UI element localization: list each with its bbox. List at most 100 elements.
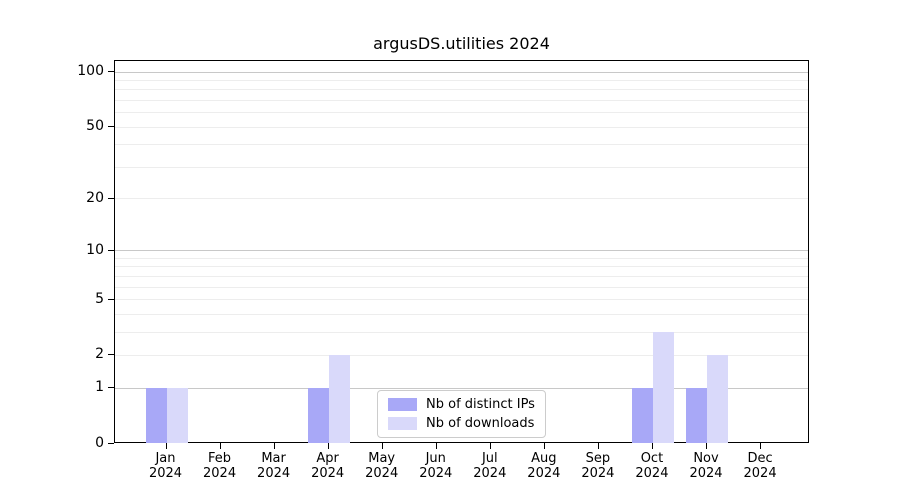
gridline-y-70 <box>115 99 808 101</box>
x-tick-year-aug: 2024 <box>527 466 561 481</box>
gridline-y-major-1 <box>115 387 808 389</box>
gridline-y-7 <box>115 275 808 277</box>
bar-nb-of-downloads-oct <box>652 332 674 443</box>
x-tick-month-sep: Sep <box>585 451 611 466</box>
x-tick-month-dec: Dec <box>747 451 773 466</box>
y-tick-label-50: 50 <box>86 118 104 135</box>
x-tick-year-nov: 2024 <box>689 466 723 481</box>
x-tick-feb <box>219 443 221 449</box>
x-tick-year-jan: 2024 <box>148 466 183 481</box>
y-tick-label-1: 1 <box>95 379 104 396</box>
x-tick-label-aug: Aug 2024 <box>516 451 572 481</box>
gridline-y-major-10 <box>115 250 808 252</box>
gridline-y-3 <box>115 331 808 333</box>
legend-entry-distinct-ips: Nb of distinct IPs <box>388 397 535 412</box>
bar-nb-of-downloads-jan <box>166 388 188 443</box>
x-tick-year-feb: 2024 <box>203 466 237 481</box>
x-tick-label-apr: Apr 2024 <box>300 451 356 481</box>
x-tick-year-jul: 2024 <box>473 466 507 481</box>
x-tick-month-jan: Jan <box>155 451 176 466</box>
x-tick-aug <box>543 443 545 449</box>
y-tick-label-0: 0 <box>95 435 104 451</box>
legend-entry-downloads: Nb of downloads <box>388 416 535 431</box>
y-tick-20 <box>108 197 114 199</box>
gridline-y-6 <box>115 286 808 288</box>
bar-nb-of-distinct-ips-oct <box>631 388 653 443</box>
x-tick-month-jun: Jun <box>425 451 446 466</box>
gridline-y-60 <box>115 112 808 114</box>
bar-nb-of-distinct-ips-apr <box>307 388 329 443</box>
x-tick-year-sep: 2024 <box>581 466 615 481</box>
x-tick-label-sep: Sep 2024 <box>570 451 626 481</box>
x-tick-label-jan: Jan 2024 <box>138 451 194 481</box>
x-tick-label-may: May 2024 <box>354 451 410 481</box>
gridline-y-40 <box>115 144 808 146</box>
y-tick-label-5: 5 <box>95 290 104 307</box>
x-tick-month-feb: Feb <box>208 451 232 466</box>
x-tick-month-oct: Oct <box>640 451 664 466</box>
gridline-y-major-100 <box>115 71 808 73</box>
x-tick-month-jul: Jul <box>481 451 498 466</box>
x-tick-label-dec: Dec 2024 <box>732 451 788 481</box>
gridline-y-8 <box>115 266 808 268</box>
y-tick-label-20: 20 <box>86 189 104 206</box>
y-tick-label-10: 10 <box>86 241 104 258</box>
x-tick-label-nov: Nov 2024 <box>678 451 734 481</box>
gridline-y-30 <box>115 166 808 168</box>
x-tick-year-apr: 2024 <box>311 466 345 481</box>
x-tick-month-mar: Mar <box>261 451 286 466</box>
gridline-y-90 <box>115 79 808 81</box>
gridline-y-80 <box>115 89 808 91</box>
y-tick-label-100: 100 <box>77 63 104 80</box>
bar-nb-of-distinct-ips-jan <box>145 388 167 443</box>
y-tick-label-2: 2 <box>95 346 104 363</box>
gridline-y-20 <box>115 198 808 200</box>
x-tick-mar <box>273 443 275 449</box>
x-tick-dec <box>760 443 762 449</box>
y-tick-1 <box>108 387 114 389</box>
legend-label-downloads: Nb of downloads <box>426 416 535 431</box>
x-tick-jan <box>165 443 167 449</box>
y-tick-2 <box>108 354 114 356</box>
x-tick-label-jul: Jul 2024 <box>462 451 518 481</box>
legend-swatch-distinct-ips-icon <box>388 398 417 411</box>
x-tick-year-mar: 2024 <box>257 466 291 481</box>
x-tick-year-dec: 2024 <box>743 466 777 481</box>
y-tick-100 <box>108 71 114 73</box>
x-tick-year-jun: 2024 <box>419 466 453 481</box>
x-tick-month-apr: Apr <box>316 451 339 466</box>
bar-nb-of-downloads-apr <box>328 355 350 443</box>
gridline-y-2 <box>115 354 808 356</box>
bar-nb-of-downloads-nov <box>707 355 728 443</box>
x-tick-month-aug: Aug <box>531 451 557 466</box>
y-tick-10 <box>108 249 114 251</box>
x-tick-jun <box>435 443 437 449</box>
chart-title: argusDS.utilities 2024 <box>373 34 550 53</box>
gridline-y-5 <box>115 299 808 301</box>
x-tick-sep <box>597 443 599 449</box>
x-tick-year-oct: 2024 <box>635 466 669 481</box>
x-tick-apr <box>327 443 329 449</box>
y-tick-0 <box>108 443 114 444</box>
gridline-y-4 <box>115 313 808 315</box>
gridline-y-50 <box>115 126 808 128</box>
x-tick-month-may: May <box>368 451 396 466</box>
x-tick-month-nov: Nov <box>693 451 719 466</box>
plot-area: Nb of distinct IPs Nb of downloads <box>114 60 809 443</box>
x-tick-nov <box>706 443 707 449</box>
x-tick-oct <box>651 443 653 449</box>
y-tick-50 <box>108 126 114 128</box>
x-tick-label-feb: Feb 2024 <box>192 451 248 481</box>
x-tick-year-may: 2024 <box>365 466 399 481</box>
legend: Nb of distinct IPs Nb of downloads <box>377 390 546 438</box>
legend-label-distinct-ips: Nb of distinct IPs <box>426 397 535 412</box>
gridline-y-9 <box>115 257 808 259</box>
x-tick-label-oct: Oct 2024 <box>624 451 680 481</box>
x-tick-may <box>381 443 383 449</box>
x-tick-label-mar: Mar 2024 <box>246 451 302 481</box>
bar-nb-of-distinct-ips-nov <box>686 388 707 443</box>
legend-swatch-downloads-icon <box>388 417 417 430</box>
x-tick-jul <box>489 443 491 449</box>
y-tick-5 <box>108 298 114 300</box>
